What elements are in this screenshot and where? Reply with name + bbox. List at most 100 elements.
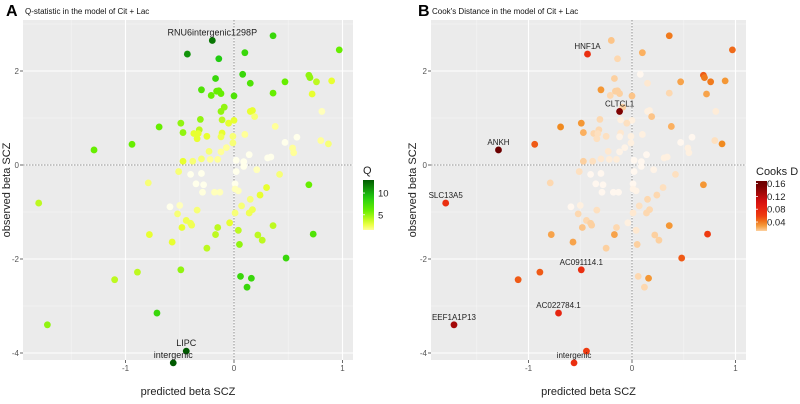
data-point [211, 188, 218, 196]
data-point [646, 206, 653, 214]
data-point [200, 181, 208, 189]
data-point [616, 108, 623, 115]
data-point [587, 171, 594, 178]
data-point [238, 202, 245, 210]
data-point [217, 133, 225, 141]
data-point [616, 148, 623, 156]
data-point [604, 147, 612, 155]
y-axis-title: observed beta SCZ [1, 142, 13, 237]
x-tick-label: 0 [232, 364, 237, 373]
data-point [599, 181, 607, 189]
data-point [187, 171, 195, 178]
y-tick-label: 2 [15, 67, 20, 76]
data-point [638, 49, 646, 57]
legend-colorbar [756, 181, 767, 231]
data-point [602, 244, 610, 252]
data-point [578, 224, 586, 231]
data-point [263, 184, 270, 191]
data-point [659, 184, 667, 191]
data-point [144, 179, 152, 187]
data-point [575, 168, 583, 175]
data-point [650, 166, 658, 174]
data-point [251, 113, 259, 120]
legend-tick-label: 0.16 [767, 179, 786, 190]
data-point [269, 32, 277, 40]
data-point [212, 231, 219, 238]
data-point [193, 206, 201, 214]
data-point [648, 113, 656, 120]
data-point [179, 157, 187, 165]
data-point [212, 75, 219, 82]
x-tick-label: 1 [340, 364, 345, 373]
panel-b: B Cook's Distance in the model of Cit + L… [407, 3, 798, 398]
x-tick-label: -1 [122, 364, 130, 373]
data-point [627, 132, 635, 140]
x-tick-label: 0 [630, 364, 635, 373]
data-point [636, 70, 644, 78]
data-point [254, 231, 262, 239]
data-point [583, 347, 590, 355]
data-point [215, 55, 223, 63]
data-point [236, 241, 243, 248]
data-point [214, 224, 222, 231]
data-point [665, 222, 673, 230]
data-point [203, 244, 211, 252]
y-tick-label: -2 [420, 255, 428, 264]
data-point [35, 199, 43, 207]
legend-title: Cooks D [756, 166, 798, 178]
data-point [632, 226, 640, 234]
data-point [177, 119, 185, 127]
data-point [711, 137, 719, 144]
data-point [226, 219, 234, 227]
data-point [569, 238, 577, 246]
data-point [672, 171, 679, 178]
data-point [176, 202, 184, 209]
data-point [570, 359, 578, 367]
point-label: AC022784.1 [536, 301, 581, 310]
panel-title: Q-statistic in the model of Cit + Lac [25, 7, 149, 16]
y-tick-label: -2 [12, 255, 20, 264]
data-point [597, 170, 605, 177]
data-point [241, 131, 249, 138]
legend-tick-label: 5 [378, 210, 383, 221]
data-point [685, 149, 693, 157]
data-point [308, 90, 316, 98]
legend-colorbar [363, 180, 374, 230]
data-point [245, 151, 253, 159]
data-point [638, 131, 646, 138]
data-point [688, 133, 696, 141]
data-point [651, 231, 659, 239]
point-label: CLTCL1 [605, 99, 635, 108]
data-point [644, 79, 651, 87]
data-point [596, 116, 604, 123]
data-point [193, 135, 201, 143]
data-point [232, 156, 240, 164]
data-point [267, 153, 275, 161]
data-point [328, 77, 336, 85]
data-point [495, 146, 502, 154]
data-point [223, 144, 230, 152]
legend-title: Q [363, 165, 372, 177]
data-point [632, 187, 640, 195]
data-point [276, 171, 283, 178]
data-point [306, 74, 314, 81]
data-point [628, 92, 636, 100]
data-point [594, 130, 602, 137]
data-point [188, 221, 196, 229]
data-point [628, 116, 636, 124]
data-point [231, 209, 239, 217]
data-point [243, 283, 251, 291]
data-point [293, 133, 301, 141]
legend-tick-label: 0.04 [767, 218, 786, 229]
data-point [613, 224, 620, 231]
data-point [653, 191, 661, 199]
data-point [589, 157, 597, 165]
data-point [256, 191, 264, 199]
point-label: SLC13A5 [429, 191, 464, 200]
data-point [655, 236, 663, 244]
data-point [536, 268, 544, 276]
data-point [584, 50, 591, 58]
point-label: AC091114.1 [560, 258, 604, 267]
data-point [183, 50, 191, 58]
